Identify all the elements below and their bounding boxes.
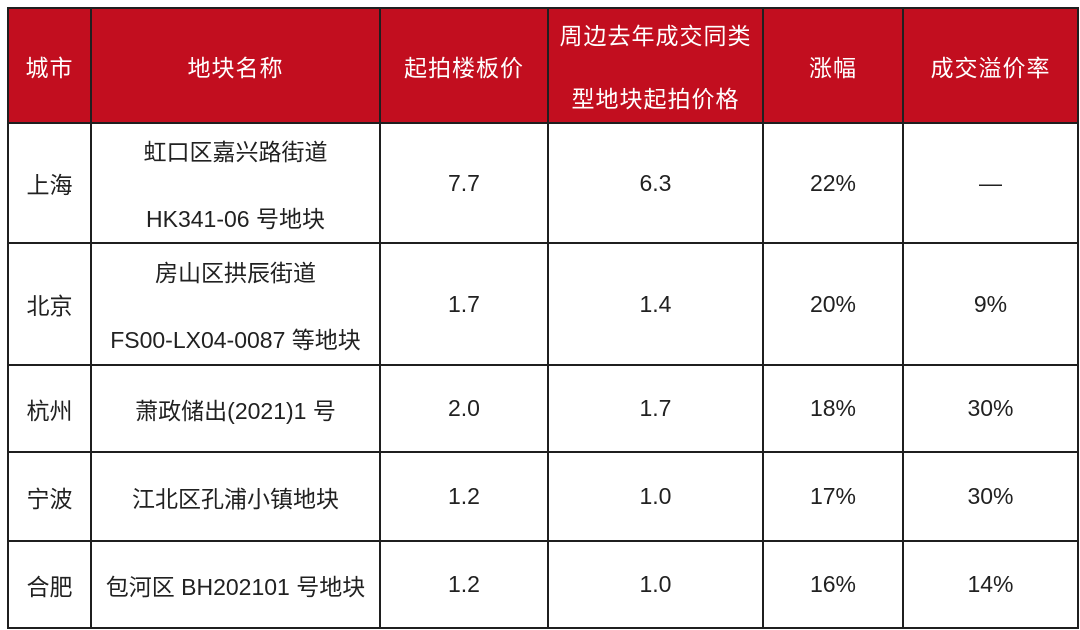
cell-nearby-last-year-price: 1.4: [547, 242, 764, 366]
cell-increase: 20%: [762, 242, 904, 366]
cell-parcel-name: 包河区 BH202101 号地块: [90, 540, 381, 629]
cell-premium-rate: 30%: [902, 364, 1079, 453]
col-header-nearby-line1: 周边去年成交同类: [559, 23, 752, 49]
cell-parcel-name: 房山区拱辰街道 FS00-LX04-0087 等地块: [90, 242, 381, 366]
cell-city: 合肥: [7, 540, 92, 629]
parcel-two-line-wrap: 房山区拱辰街道 FS00-LX04-0087 等地块: [93, 254, 378, 355]
cell-parcel-name: 江北区孔浦小镇地块: [90, 451, 381, 542]
table-row-hangzhou: 杭州 萧政储出(2021)1 号 2.0 1.7 18% 30%: [7, 364, 1079, 453]
parcel-line: 房山区拱辰街道: [155, 259, 316, 286]
parcel-line: HK341-06 号地块: [146, 205, 325, 232]
parcel-line: 虹口区嘉兴路街道: [143, 138, 328, 165]
cell-starting-floor-price: 1.7: [379, 242, 549, 366]
col-header-nearby-last-year-price: 周边去年成交同类 型地块起拍价格: [547, 7, 764, 124]
col-header-increase: 涨幅: [762, 7, 904, 124]
cell-increase: 18%: [762, 364, 904, 453]
parcel-two-line-wrap: 虹口区嘉兴路街道 HK341-06 号地块: [93, 133, 378, 234]
cell-starting-floor-price: 7.7: [379, 122, 549, 244]
cell-city: 上海: [7, 122, 92, 244]
cell-premium-rate: 14%: [902, 540, 1079, 629]
land-auction-table: 城市 地块名称 起拍楼板价 周边去年成交同类 型地块起拍价格 涨幅 成交溢价率 …: [7, 7, 1079, 629]
cell-increase: 22%: [762, 122, 904, 244]
col-header-nearby-line2: 型地块起拍价格: [571, 86, 740, 112]
cell-increase: 16%: [762, 540, 904, 629]
cell-starting-floor-price: 1.2: [379, 451, 549, 542]
col-header-starting-floor-price: 起拍楼板价: [379, 7, 549, 124]
cell-parcel-name: 萧政储出(2021)1 号: [90, 364, 381, 453]
cell-premium-rate: —: [902, 122, 1079, 244]
cell-nearby-last-year-price: 1.7: [547, 364, 764, 453]
cell-city: 杭州: [7, 364, 92, 453]
cell-premium-rate: 9%: [902, 242, 1079, 366]
table-row-hefei: 合肥 包河区 BH202101 号地块 1.2 1.0 16% 14%: [7, 540, 1079, 629]
cell-nearby-last-year-price: 6.3: [547, 122, 764, 244]
parcel-line: FS00-LX04-0087 等地块: [110, 326, 361, 353]
col-header-city: 城市: [7, 7, 92, 124]
header-row: 城市 地块名称 起拍楼板价 周边去年成交同类 型地块起拍价格 涨幅 成交溢价率: [7, 7, 1079, 124]
cell-increase: 17%: [762, 451, 904, 542]
cell-starting-floor-price: 2.0: [379, 364, 549, 453]
cell-parcel-name: 虹口区嘉兴路街道 HK341-06 号地块: [90, 122, 381, 244]
cell-nearby-last-year-price: 1.0: [547, 540, 764, 629]
col-header-parcel-name: 地块名称: [90, 7, 381, 124]
table-row-beijing: 北京 房山区拱辰街道 FS00-LX04-0087 等地块 1.7 1.4 20…: [7, 242, 1079, 366]
cell-premium-rate: 30%: [902, 451, 1079, 542]
col-header-premium-rate: 成交溢价率: [902, 7, 1079, 124]
cell-city: 北京: [7, 242, 92, 366]
table-row-ningbo: 宁波 江北区孔浦小镇地块 1.2 1.0 17% 30%: [7, 451, 1079, 542]
table-row-shanghai: 上海 虹口区嘉兴路街道 HK341-06 号地块 7.7 6.3 22% —: [7, 122, 1079, 244]
cell-city: 宁波: [7, 451, 92, 542]
cell-starting-floor-price: 1.2: [379, 540, 549, 629]
cell-nearby-last-year-price: 1.0: [547, 451, 764, 542]
header-two-line-wrap: 周边去年成交同类 型地块起拍价格: [550, 17, 761, 114]
